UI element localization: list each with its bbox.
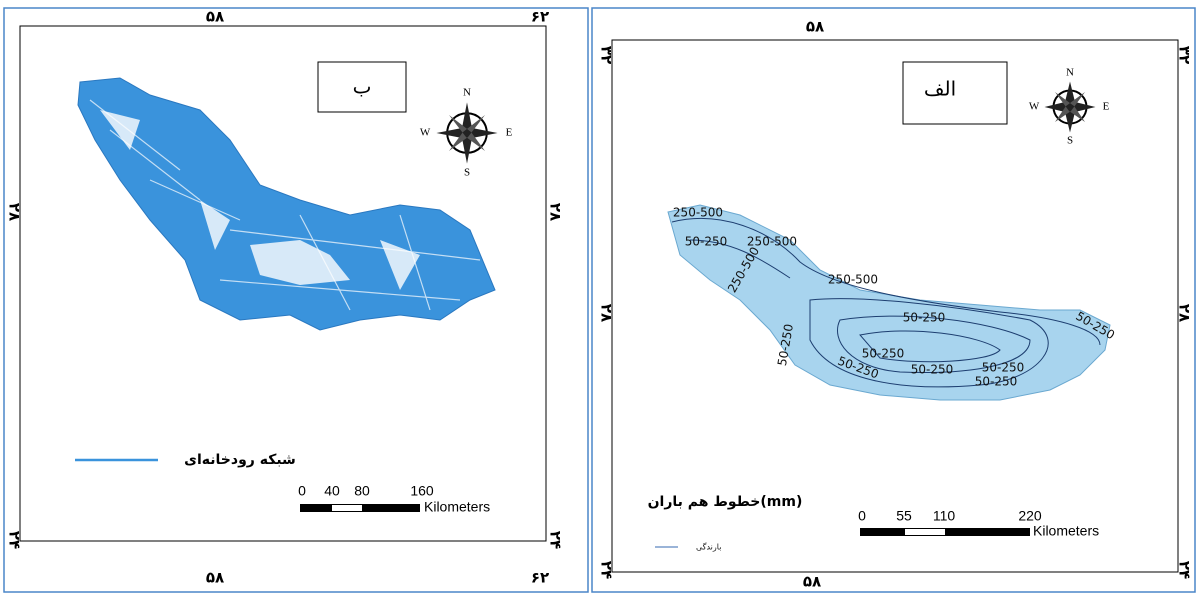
legend-title: خطوط هم باران(mm) bbox=[648, 494, 803, 510]
scale-tick-label: 55 bbox=[896, 508, 912, 524]
compass-letter: E bbox=[1103, 101, 1110, 113]
compass-letter: W bbox=[420, 127, 431, 139]
left-tick-label: ۲۸ bbox=[598, 304, 616, 322]
right-tick-label: ۳۲ bbox=[1176, 46, 1194, 64]
scale-unit: Kilometers bbox=[1033, 523, 1099, 539]
left-tick-label: ۲۴ bbox=[598, 561, 616, 579]
compass-letter: N bbox=[1066, 67, 1074, 79]
contour-label: 50-250 bbox=[685, 235, 728, 249]
contour-label: 250-500 bbox=[673, 206, 723, 220]
compass-letter: S bbox=[464, 167, 470, 179]
compass-star bbox=[1045, 82, 1096, 133]
panel-label: الف bbox=[924, 77, 956, 101]
contour-label: 250-500 bbox=[747, 235, 797, 249]
scale-tick-label: 80 bbox=[354, 483, 370, 499]
scale-tick-label: 110 bbox=[933, 508, 956, 524]
scale-tick-label: 220 bbox=[1018, 508, 1042, 524]
scale-tick-label: 160 bbox=[410, 483, 434, 499]
top-tick-label: ۵۸ bbox=[206, 8, 224, 26]
compass-star bbox=[436, 102, 497, 163]
scale-tick-label: 0 bbox=[858, 508, 866, 524]
contour-label: 50-250 bbox=[911, 363, 954, 377]
compass-letter: S bbox=[1067, 135, 1073, 147]
legend-label: شبکه رودخانه‌ای bbox=[184, 452, 296, 468]
left-tick-label: ۲۸ bbox=[6, 203, 24, 221]
bottom-tick-label: ۶۲ bbox=[531, 569, 549, 587]
compass-letter: E bbox=[506, 127, 513, 139]
right-tick-label: ۲۴ bbox=[547, 531, 565, 549]
left-tick-label: ۳۲ bbox=[598, 46, 616, 64]
scale-bar bbox=[300, 504, 420, 512]
scale-bar bbox=[860, 528, 1030, 536]
legend-item: بارندگی bbox=[696, 542, 721, 552]
contour-label: 50-250 bbox=[975, 375, 1018, 389]
top-tick-label: ۶۲ bbox=[531, 8, 549, 26]
panel-label: ب bbox=[353, 75, 372, 99]
compass-rose: N E S W bbox=[420, 87, 513, 179]
contour-label: 50-250 bbox=[982, 361, 1025, 375]
right-tick-label: ۲۴ bbox=[1176, 561, 1194, 579]
right-tick-label: ۲۸ bbox=[547, 203, 565, 221]
compass-rose: N E S W bbox=[1029, 67, 1110, 147]
scale-tick-label: 0 bbox=[298, 483, 306, 499]
left-tick-label: ۲۴ bbox=[6, 531, 24, 549]
bottom-tick-label: ۵۸ bbox=[206, 569, 224, 587]
bottom-tick-label: ۵۸ bbox=[803, 573, 821, 591]
scale-tick-label: 40 bbox=[324, 483, 340, 499]
contour-label: 50-250 bbox=[903, 311, 946, 325]
top-tick-label: ۵۸ bbox=[806, 18, 824, 36]
compass-letter: W bbox=[1029, 101, 1040, 113]
contour-label: 50-250 bbox=[862, 347, 905, 361]
right-tick-label: ۲۸ bbox=[1176, 304, 1194, 322]
map-figure: N E S W N E S W ۵۸ ۵۸ ۶۲ ۶۲ ۲۸ ۲۸ ۲۴ ۲۴ ب شبکه رودخانه‌… bbox=[0, 0, 1197, 594]
scale-unit: Kilometers bbox=[424, 499, 490, 515]
contour-label: 250-500 bbox=[828, 273, 878, 287]
river-network bbox=[78, 78, 495, 330]
compass-letter: N bbox=[463, 87, 471, 99]
